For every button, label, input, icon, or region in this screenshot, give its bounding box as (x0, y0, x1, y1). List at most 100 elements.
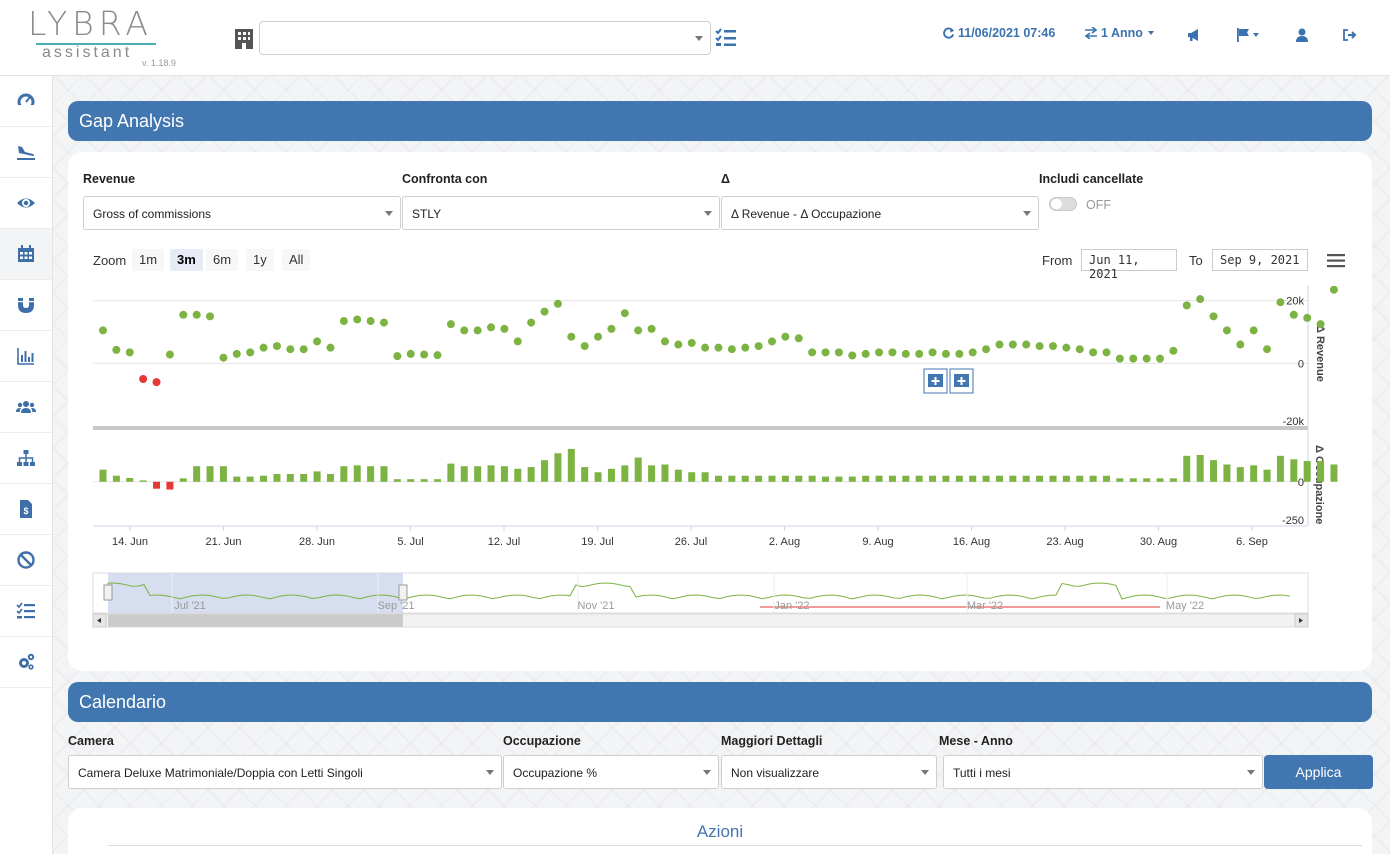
delta-select[interactable]: Δ Revenue - Δ Occupazione (721, 196, 1039, 230)
navigator-label: May '22 (1166, 600, 1204, 612)
sidebar-item-reports[interactable] (0, 331, 52, 382)
zoom-3m-button[interactable]: 3m (170, 249, 203, 271)
occupancy-bar (955, 475, 963, 482)
occupancy-bar (487, 465, 495, 482)
revenue-point (607, 324, 616, 333)
revenue-point (647, 324, 656, 333)
revenue-point (1142, 354, 1151, 363)
revenue-point (567, 332, 576, 341)
occupancy-bar (554, 453, 562, 482)
revenue-point (1329, 285, 1338, 294)
zoom-all-button[interactable]: All (282, 249, 311, 271)
gap-analysis-title: Gap Analysis (79, 111, 185, 131)
refresh-timestamp-button[interactable]: 11/06/2021 07:46 (942, 26, 1055, 40)
sidebar-item-arrivals[interactable] (0, 127, 52, 178)
chevron-down-icon (695, 36, 703, 41)
occupancy-select[interactable]: Occupazione % (503, 755, 719, 789)
lybra-logo[interactable]: LYBRA assistant v. 1.18.9 (28, 6, 188, 72)
revenue-point (339, 317, 348, 326)
to-date-input[interactable]: Sep 9, 2021 (1212, 249, 1308, 271)
revenue-point (1196, 295, 1205, 304)
revenue-point (1249, 326, 1258, 335)
revenue-point (460, 326, 469, 335)
zoom-1y-button[interactable]: 1y (246, 249, 274, 271)
revenue-point (313, 337, 322, 346)
chart-menu-icon[interactable] (1327, 254, 1345, 268)
revenue-select[interactable]: Gross of commissions (83, 196, 401, 230)
period-dropdown[interactable]: 1 Anno (1084, 26, 1154, 40)
revenue-point (875, 348, 884, 357)
occupancy-bar (567, 448, 575, 482)
apply-button[interactable]: Applica (1264, 755, 1373, 789)
revenue-point (259, 343, 268, 352)
occupancy-bar (607, 468, 615, 482)
sidebar-item-settings[interactable] (0, 637, 52, 688)
occupancy-bar (1143, 478, 1151, 482)
revenue-point (701, 343, 710, 352)
occupancy-bar (1223, 464, 1231, 482)
megaphone-icon[interactable] (1186, 27, 1202, 43)
exchange-icon (1084, 27, 1098, 39)
zoom-1m-button[interactable]: 1m (132, 249, 165, 271)
sidebar-item-view[interactable] (0, 178, 52, 229)
revenue-point (714, 343, 723, 352)
occupancy-bar (1036, 475, 1044, 482)
revenue-point (901, 349, 910, 358)
sidebar-item-magnet[interactable] (0, 280, 52, 331)
revenue-point (513, 337, 522, 346)
occupancy-bar (420, 479, 428, 482)
revenue-point (232, 349, 241, 358)
occupancy-bar (1169, 478, 1177, 482)
user-icon[interactable] (1294, 27, 1310, 43)
occupancy-bar (1103, 475, 1110, 482)
list-check-icon[interactable] (715, 28, 737, 48)
revenue-point (553, 299, 562, 308)
sidebar-item-blocked[interactable] (0, 535, 52, 586)
eye-icon (17, 198, 35, 208)
occupancy-bar (875, 475, 883, 482)
compare-select[interactable]: STLY (402, 196, 720, 230)
sitemap-icon (17, 450, 35, 466)
sidebar-item-invoices[interactable]: $ (0, 484, 52, 535)
actions-divider (108, 845, 1362, 846)
from-date-input[interactable]: Jun 11, 2021 (1081, 249, 1177, 281)
revenue-point (1289, 310, 1298, 319)
include-cancelled-toggle[interactable] (1049, 197, 1077, 211)
occupancy-bar (340, 466, 348, 482)
details-select[interactable]: Non visualizzare (721, 755, 937, 789)
sidebar-item-tasks[interactable] (0, 586, 52, 637)
svg-text:$: $ (23, 506, 28, 516)
month-year-select-value: Tutti i mesi (953, 766, 1011, 780)
x-tick-label: 9. Aug (862, 536, 893, 548)
sign-out-icon[interactable] (1342, 27, 1358, 43)
camera-select-value: Camera Deluxe Matrimoniale/Doppia con Le… (78, 766, 363, 780)
occupancy-bar (862, 475, 870, 482)
occupancy-bar (1236, 467, 1244, 482)
occupancy-tick-label: 0 (1298, 477, 1304, 489)
sidebar-item-structure[interactable] (0, 433, 52, 484)
revenue-point (179, 310, 188, 319)
hotel-select[interactable] (259, 21, 711, 55)
occupancy-bar (1250, 465, 1258, 482)
month-year-select[interactable]: Tutti i mesi (943, 755, 1263, 789)
revenue-point (527, 318, 536, 327)
revenue-point (634, 326, 643, 335)
occupancy-bar (380, 466, 388, 482)
occupancy-bar (1303, 461, 1311, 482)
invoice-dollar-icon: $ (20, 500, 32, 518)
zoom-6m-button[interactable]: 6m (206, 249, 239, 271)
sidebar-item-dashboard[interactable] (0, 76, 52, 127)
revenue-point (219, 353, 228, 362)
navigator-series-line (107, 582, 1291, 600)
sidebar-item-users[interactable] (0, 382, 52, 433)
revenue-point (165, 350, 174, 359)
flag-dropdown[interactable] (1235, 27, 1261, 43)
revenue-point (888, 348, 897, 357)
chevron-down-icon (921, 770, 929, 775)
occupancy-bar (1116, 478, 1124, 482)
x-tick-label: 14. Jun (112, 536, 148, 548)
camera-select[interactable]: Camera Deluxe Matrimoniale/Doppia con Le… (68, 755, 502, 789)
sidebar-item-calendar[interactable] (0, 229, 52, 280)
chevron-down-icon (486, 770, 494, 775)
revenue-point (848, 351, 857, 360)
